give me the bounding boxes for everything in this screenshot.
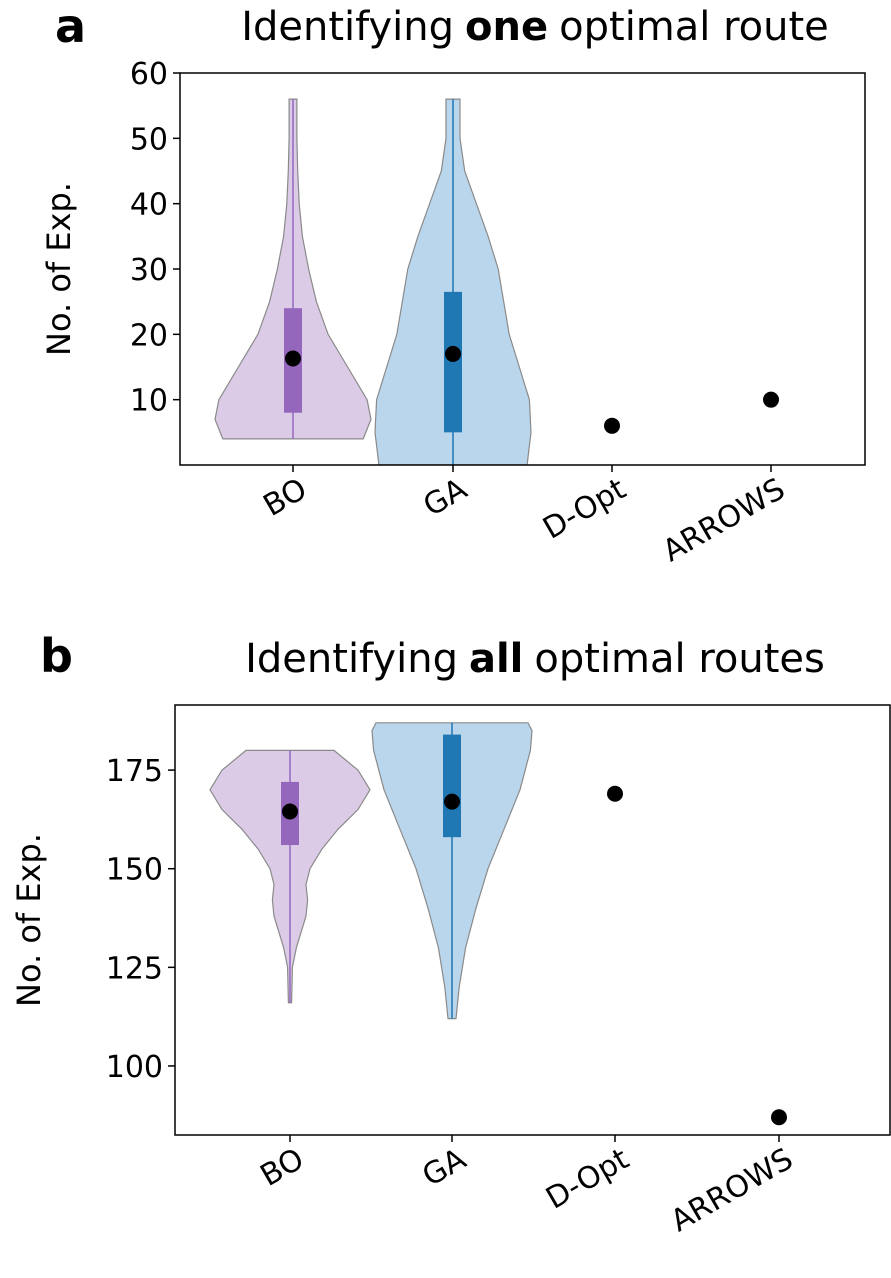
title-emphasis: all — [469, 636, 523, 682]
panel-label: a — [55, 0, 86, 53]
y-tick-label: 125 — [106, 951, 163, 986]
y-tick-label: 60 — [130, 57, 168, 92]
title-emphasis: one — [465, 4, 548, 50]
chart-title: Identifying one optimal route — [241, 4, 829, 50]
x-tick-label: GA — [417, 1141, 473, 1193]
title-text: optimal route — [559, 4, 829, 50]
iqr-box — [444, 291, 462, 433]
x-tick-label: D-Opt — [540, 1142, 635, 1217]
point — [607, 785, 623, 802]
y-tick-label: 100 — [106, 1050, 163, 1085]
x-tick-label: ARROWS — [665, 1142, 799, 1240]
y-axis-label: No. of Exp. — [10, 833, 48, 1007]
x-tick-label: BO — [255, 1142, 310, 1194]
mean-dot — [444, 793, 460, 810]
x-tick-label: BO — [258, 472, 313, 524]
point — [771, 1109, 787, 1126]
y-tick-label: 50 — [130, 122, 168, 157]
x-tick-label: ARROWS — [657, 472, 791, 570]
chart-title: Identifying all optimal routes — [245, 636, 825, 682]
mean-dot — [282, 803, 298, 820]
plot-area — [214, 98, 779, 465]
point — [604, 417, 620, 434]
iqr-box — [443, 734, 461, 838]
plot-frame — [179, 72, 866, 466]
y-tick-label: 30 — [130, 253, 168, 288]
y-tick-label: 150 — [106, 853, 163, 888]
plot-area — [209, 722, 787, 1126]
mean-dot — [285, 350, 301, 367]
x-tick-label: D-Opt — [537, 472, 632, 547]
mean-dot — [445, 345, 461, 362]
title-text: Identifying — [241, 4, 454, 50]
y-tick-label: 10 — [130, 384, 168, 419]
y-tick-label: 20 — [130, 318, 168, 353]
y-axis-label: No. of Exp. — [40, 182, 78, 356]
x-tick-label: GA — [418, 471, 474, 523]
panel-label: b — [40, 629, 73, 683]
title-text: Identifying — [245, 636, 458, 682]
point — [763, 391, 779, 408]
plot-frame — [174, 704, 891, 1136]
y-tick-label: 175 — [106, 754, 163, 789]
title-text: optimal routes — [534, 636, 825, 682]
y-tick-label: 40 — [130, 188, 168, 223]
